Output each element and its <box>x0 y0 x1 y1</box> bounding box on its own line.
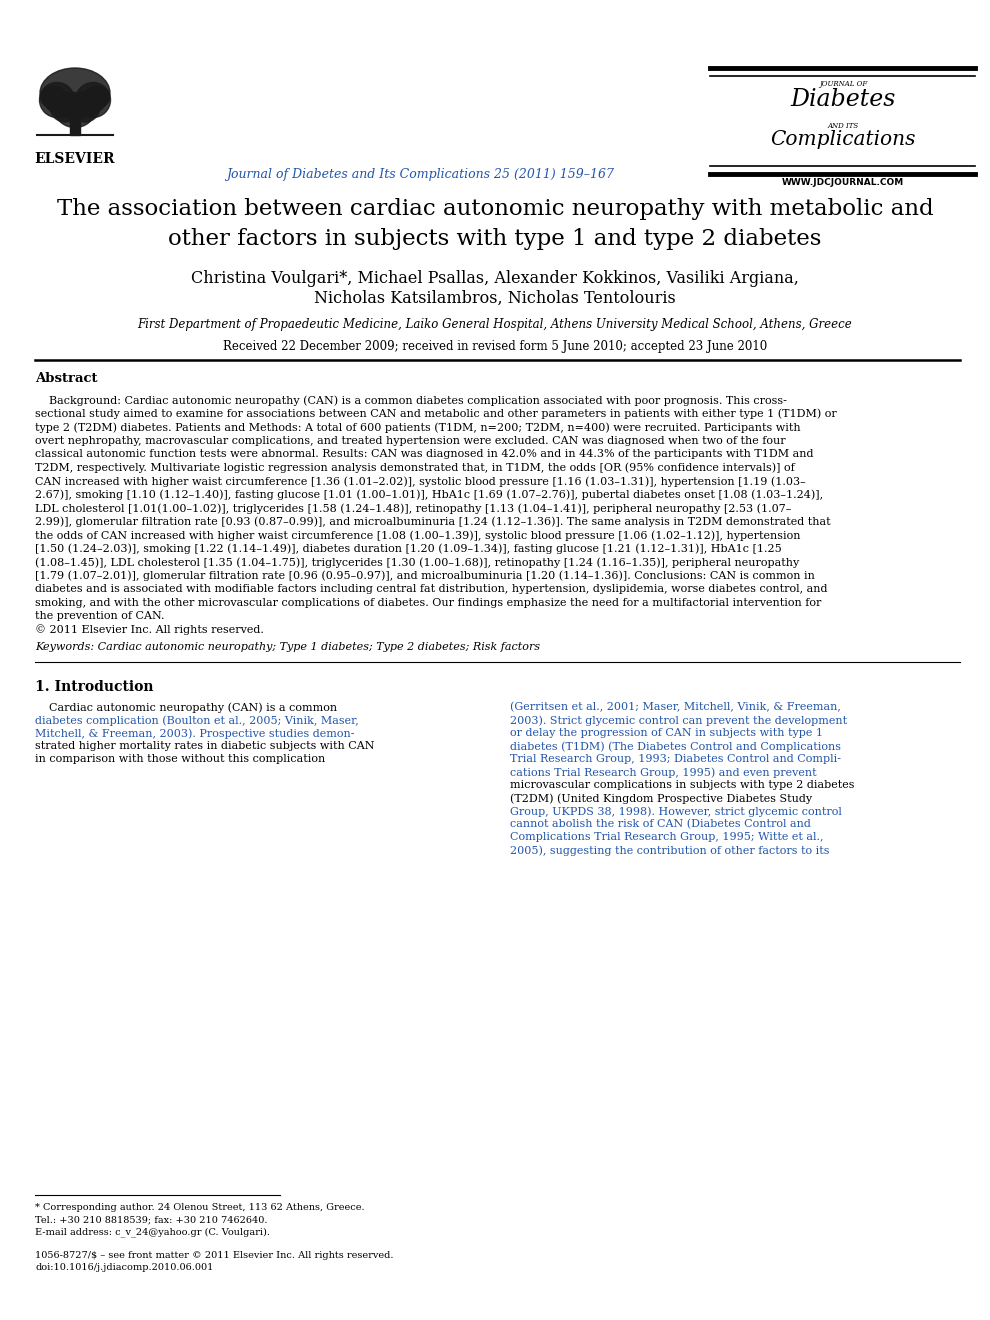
Text: diabetes (T1DM) (The Diabetes Control and Complications: diabetes (T1DM) (The Diabetes Control an… <box>510 741 841 751</box>
Text: the odds of CAN increased with higher waist circumference [1.08 (1.00–1.39)], sy: the odds of CAN increased with higher wa… <box>35 531 801 541</box>
Text: [1.50 (1.24–2.03)], smoking [1.22 (1.14–1.49)], diabetes duration [1.20 (1.09–1.: [1.50 (1.24–2.03)], smoking [1.22 (1.14–… <box>35 544 782 554</box>
Text: 1. Introduction: 1. Introduction <box>35 680 153 694</box>
Text: classical autonomic function tests were abnormal. Results: CAN was diagnosed in : classical autonomic function tests were … <box>35 449 814 459</box>
Text: the prevention of CAN.: the prevention of CAN. <box>35 611 164 620</box>
Text: (T2DM) (United Kingdom Prospective Diabetes Study: (T2DM) (United Kingdom Prospective Diabe… <box>510 793 812 804</box>
Bar <box>70 115 80 135</box>
Ellipse shape <box>55 92 95 128</box>
Text: AND ITS: AND ITS <box>828 121 858 129</box>
Text: Complications Trial Research Group, 1995; Witte et al.,: Complications Trial Research Group, 1995… <box>510 832 824 842</box>
Text: Group, UKPDS 38, 1998). However, strict glycemic control: Group, UKPDS 38, 1998). However, strict … <box>510 807 842 817</box>
Text: E-mail address: c_v_24@yahoo.gr (C. Voulgari).: E-mail address: c_v_24@yahoo.gr (C. Voul… <box>35 1228 270 1237</box>
Text: Mitchell, & Freeman, 2003). Prospective studies demon-: Mitchell, & Freeman, 2003). Prospective … <box>35 729 354 739</box>
Text: 1056-8727/$ – see front matter © 2011 Elsevier Inc. All rights reserved.: 1056-8727/$ – see front matter © 2011 El… <box>35 1251 393 1261</box>
Text: Christina Voulgari*, Michael Psallas, Alexander Kokkinos, Vasiliki Argiana,: Christina Voulgari*, Michael Psallas, Al… <box>191 271 799 286</box>
Text: [1.79 (1.07–2.01)], glomerular filtration rate [0.96 (0.95–0.97)], and microalbu: [1.79 (1.07–2.01)], glomerular filtratio… <box>35 570 815 581</box>
Text: microvascular complications in subjects with type 2 diabetes: microvascular complications in subjects … <box>510 780 854 789</box>
Text: 2005), suggesting the contribution of other factors to its: 2005), suggesting the contribution of ot… <box>510 845 830 855</box>
Text: First Department of Propaedeutic Medicine, Laiko General Hospital, Athens Univer: First Department of Propaedeutic Medicin… <box>138 318 852 331</box>
Text: 2003). Strict glycemic control can prevent the development: 2003). Strict glycemic control can preve… <box>510 715 847 726</box>
Text: strated higher mortality rates in diabetic subjects with CAN: strated higher mortality rates in diabet… <box>35 741 374 751</box>
Text: doi:10.1016/j.jdiacomp.2010.06.001: doi:10.1016/j.jdiacomp.2010.06.001 <box>35 1263 214 1272</box>
Text: Journal of Diabetes and Its Complications 25 (2011) 159–167: Journal of Diabetes and Its Complication… <box>226 168 614 181</box>
Ellipse shape <box>84 86 110 108</box>
Text: in comparison with those without this complication: in comparison with those without this co… <box>35 754 326 764</box>
Ellipse shape <box>50 92 80 121</box>
Text: The association between cardiac autonomic neuropathy with metabolic and: The association between cardiac autonomi… <box>56 198 934 220</box>
Text: Tel.: +30 210 8818539; fax: +30 210 7462640.: Tel.: +30 210 8818539; fax: +30 210 7462… <box>35 1214 267 1224</box>
Text: sectional study aimed to examine for associations between CAN and metabolic and : sectional study aimed to examine for ass… <box>35 408 837 418</box>
Text: WWW.JDCJOURNAL.COM: WWW.JDCJOURNAL.COM <box>782 178 904 187</box>
Text: Received 22 December 2009; received in revised form 5 June 2010; accepted 23 Jun: Received 22 December 2009; received in r… <box>223 341 767 352</box>
Text: Diabetes: Diabetes <box>790 88 896 111</box>
Text: (1.08–1.45)], LDL cholesterol [1.35 (1.04–1.75)], triglycerides [1.30 (1.00–1.68: (1.08–1.45)], LDL cholesterol [1.35 (1.0… <box>35 557 799 568</box>
Text: T2DM, respectively. Multivariate logistic regression analysis demonstrated that,: T2DM, respectively. Multivariate logisti… <box>35 462 795 473</box>
Text: or delay the progression of CAN in subjects with type 1: or delay the progression of CAN in subje… <box>510 729 823 738</box>
Text: Background: Cardiac autonomic neuropathy (CAN) is a common diabetes complication: Background: Cardiac autonomic neuropathy… <box>35 395 787 405</box>
Ellipse shape <box>75 82 111 117</box>
Ellipse shape <box>41 86 65 108</box>
Text: Nicholas Katsilambros, Nicholas Tentolouris: Nicholas Katsilambros, Nicholas Tentolou… <box>314 290 676 308</box>
Text: Complications: Complications <box>770 129 916 149</box>
Text: JOURNAL OF: JOURNAL OF <box>819 81 867 88</box>
Text: smoking, and with the other microvascular complications of diabetes. Our finding: smoking, and with the other microvascula… <box>35 598 822 607</box>
Text: * Corresponding author. 24 Olenou Street, 113 62 Athens, Greece.: * Corresponding author. 24 Olenou Street… <box>35 1203 364 1212</box>
Text: overt nephropathy, macrovascular complications, and treated hypertension were ex: overt nephropathy, macrovascular complic… <box>35 436 786 446</box>
Text: cannot abolish the risk of CAN (Diabetes Control and: cannot abolish the risk of CAN (Diabetes… <box>510 818 811 829</box>
Text: 2.99)], glomerular filtration rate [0.93 (0.87–0.99)], and microalbuminuria [1.2: 2.99)], glomerular filtration rate [0.93… <box>35 516 831 527</box>
Text: Cardiac autonomic neuropathy (CAN) is a common: Cardiac autonomic neuropathy (CAN) is a … <box>35 702 338 713</box>
Text: diabetes and is associated with modifiable factors including central fat distrib: diabetes and is associated with modifiab… <box>35 583 828 594</box>
Ellipse shape <box>40 82 74 117</box>
Ellipse shape <box>40 69 110 117</box>
Text: LDL cholesterol [1.01(1.00–1.02)], triglycerides [1.58 (1.24–1.48)], retinopathy: LDL cholesterol [1.01(1.00–1.02)], trigl… <box>35 503 791 513</box>
Text: (Gerritsen et al., 2001; Maser, Mitchell, Vinik, & Freeman,: (Gerritsen et al., 2001; Maser, Mitchell… <box>510 702 841 713</box>
Text: Keywords: Cardiac autonomic neuropathy; Type 1 diabetes; Type 2 diabetes; Risk f: Keywords: Cardiac autonomic neuropathy; … <box>35 642 541 652</box>
Ellipse shape <box>70 92 100 121</box>
Text: ELSEVIER: ELSEVIER <box>35 152 115 166</box>
Text: © 2011 Elsevier Inc. All rights reserved.: © 2011 Elsevier Inc. All rights reserved… <box>35 624 264 635</box>
Text: diabetes complication (Boulton et al., 2005; Vinik, Maser,: diabetes complication (Boulton et al., 2… <box>35 715 358 726</box>
Text: Trial Research Group, 1993; Diabetes Control and Compli-: Trial Research Group, 1993; Diabetes Con… <box>510 754 841 764</box>
Text: other factors in subjects with type 1 and type 2 diabetes: other factors in subjects with type 1 an… <box>168 228 822 249</box>
Text: Abstract: Abstract <box>35 372 97 385</box>
Text: CAN increased with higher waist circumference [1.36 (1.01–2.02)], systolic blood: CAN increased with higher waist circumfe… <box>35 477 806 487</box>
Text: 2.67)], smoking [1.10 (1.12–1.40)], fasting glucose [1.01 (1.00–1.01)], HbA1c [1: 2.67)], smoking [1.10 (1.12–1.40)], fast… <box>35 490 823 500</box>
Text: cations Trial Research Group, 1995) and even prevent: cations Trial Research Group, 1995) and … <box>510 767 817 777</box>
Text: type 2 (T2DM) diabetes. Patients and Methods: A total of 600 patients (T1DM, n=2: type 2 (T2DM) diabetes. Patients and Met… <box>35 422 801 433</box>
